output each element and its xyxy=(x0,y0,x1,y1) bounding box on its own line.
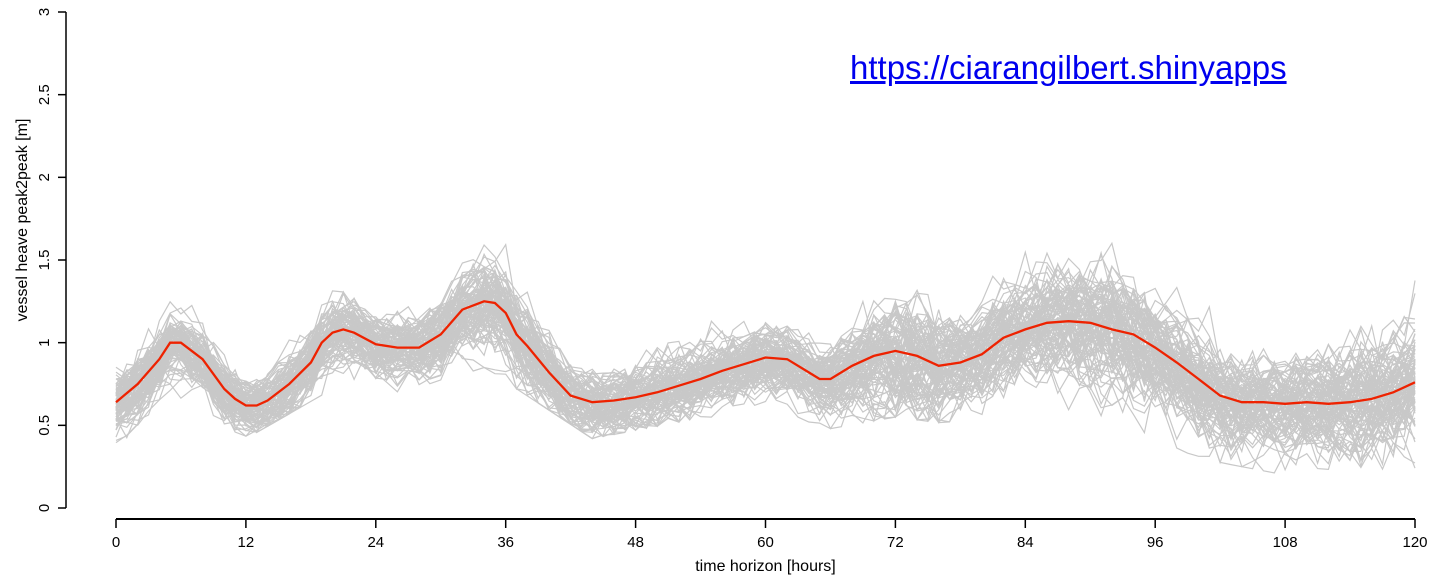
x-axis-title: time horizon [hours] xyxy=(695,558,836,575)
x-tick-label: 24 xyxy=(367,534,384,551)
y-tick-label: 0 xyxy=(36,504,53,512)
y-tick-label: 3 xyxy=(36,8,53,16)
x-tick-label: 60 xyxy=(757,534,774,551)
axes: 0 12 24 36 48 60 72 84 96 108 120 0 0.5 1 1.5 2 2.5 3 xyxy=(36,8,1428,551)
x-tick-label: 72 xyxy=(887,534,904,551)
x-tick-label: 36 xyxy=(497,534,514,551)
y-tick-label: 2.5 xyxy=(36,84,53,105)
shinyapps-url-link[interactable]: https://ciarangilbert.shinyapps xyxy=(850,49,1433,87)
x-tick-label: 96 xyxy=(1147,534,1164,551)
x-tick-label: 48 xyxy=(627,534,644,551)
x-tick-label: 12 xyxy=(238,534,255,551)
y-tick-label: 0.5 xyxy=(36,415,53,436)
x-tick-label: 0 xyxy=(112,534,120,551)
y-axis-title: vessel heave peak2peak [m] xyxy=(14,119,31,322)
y-tick-label: 1 xyxy=(36,339,53,347)
x-tick-label: 84 xyxy=(1017,534,1034,551)
y-tick-label: 1.5 xyxy=(36,250,53,271)
x-tick-label: 108 xyxy=(1273,534,1298,551)
y-tick-label: 2 xyxy=(36,173,53,181)
x-tick-label: 120 xyxy=(1402,534,1427,551)
